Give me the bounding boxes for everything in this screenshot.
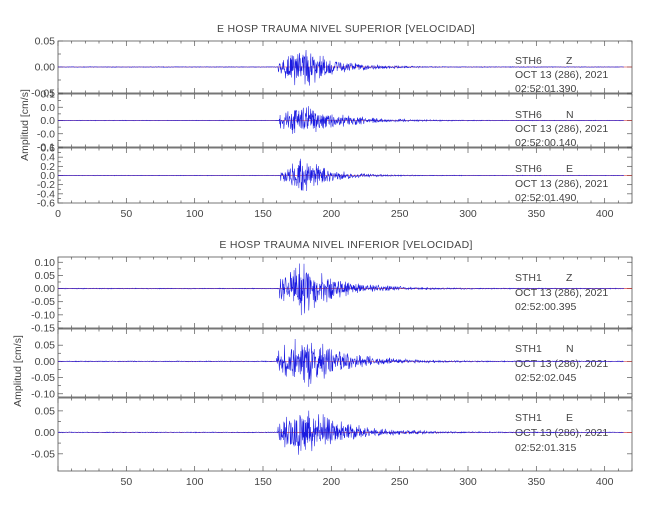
chart-lower: E HOSP TRAUMA NIVEL INFERIOR [VELOCIDAD]…: [12, 239, 633, 472]
seismic-trace: [57, 158, 624, 191]
x-tick-label: 400: [596, 476, 614, 488]
x-tick-label: 400: [596, 208, 614, 220]
panel-station-label: STH1: [515, 343, 542, 355]
y-tick-label: 0.00: [35, 356, 56, 368]
panel-sth6-n: STH6 N OCT 13 (286), 2021 02:52:00.140 -…: [37, 89, 633, 154]
panel-component-label: N: [566, 343, 574, 355]
panel-component-label: Z: [566, 272, 573, 284]
y-tick-label: 0.00: [35, 62, 56, 74]
panel-time-label: 02:52:01.490: [515, 192, 576, 204]
panel-sth1-n: STH1 N OCT 13 (286), 2021 02:52:02.045 -…: [31, 328, 633, 400]
panel-station-label: STH1: [515, 272, 542, 284]
panel-time-label: 02:52:02.045: [515, 372, 576, 384]
x-tick-label: 300: [459, 476, 477, 488]
y-tick-label: 0.6: [40, 143, 55, 155]
panel-date-label: OCT 13 (286), 2021: [515, 427, 608, 439]
panel-station-label: STH1: [515, 412, 542, 424]
seismic-trace: [57, 50, 624, 86]
y-tick-label: -0.2: [37, 179, 55, 191]
chart-upper-ylabel: Amplitud [cm/s]: [19, 89, 31, 161]
seismic-trace: [57, 338, 624, 387]
panel-component-label: E: [566, 412, 573, 424]
chart-lower-title: E HOSP TRAUMA NIVEL INFERIOR [VELOCIDAD]: [219, 239, 472, 251]
y-tick-label: -0.1: [37, 142, 55, 154]
y-tick-label: -0.4: [37, 188, 55, 200]
x-tick-label: 150: [254, 476, 272, 488]
panel-component-label: N: [566, 109, 574, 121]
x-tick-label: 250: [391, 208, 409, 220]
panel-date-label: OCT 13 (286), 2021: [515, 287, 608, 299]
y-tick-label: 0.0: [40, 170, 55, 182]
panel-component-label: Z: [566, 55, 573, 67]
y-tick-label: 0.10: [35, 257, 56, 269]
y-tick-label: 0.0: [40, 102, 55, 114]
panel-date-label: OCT 13 (286), 2021: [515, 69, 608, 81]
y-tick-label: -0.6: [37, 198, 55, 210]
seismic-trace: [57, 263, 625, 316]
panel-station-label: STH6: [515, 109, 542, 121]
x-tick-label: 200: [323, 476, 341, 488]
y-tick-label: -0.05: [31, 372, 55, 384]
y-tick-label: 0.00: [35, 283, 56, 295]
panel-time-label: 02:52:00.395: [515, 301, 576, 313]
x-tick-label: 50: [120, 476, 132, 488]
y-tick-label: -0.0: [37, 128, 55, 140]
panel-time-label: 02:52:01.315: [515, 442, 576, 454]
y-tick-label: -0.05: [31, 88, 55, 100]
chart-lower-ylabel: Amplitud [cm/s]: [12, 335, 24, 407]
y-tick-label: -0.05: [31, 296, 55, 308]
x-tick-label: 350: [528, 476, 546, 488]
chart-upper-title: E HOSP TRAUMA NIVEL SUPERIOR [VELOCIDAD]: [217, 23, 475, 35]
seismic-trace: [57, 106, 624, 134]
panel-date-label: OCT 13 (286), 2021: [515, 123, 608, 135]
y-tick-label: -0.10: [31, 388, 55, 400]
chart-upper: E HOSP TRAUMA NIVEL SUPERIOR [VELOCIDAD]…: [19, 23, 633, 210]
y-tick-label: 0.05: [35, 405, 56, 417]
panel-station-label: STH6: [515, 163, 542, 175]
y-tick-label: -0.15: [31, 323, 55, 335]
panel-station-label: STH6: [515, 55, 542, 67]
x-tick-label: 0: [55, 208, 61, 220]
y-tick-label: 0.4: [40, 152, 55, 164]
y-tick-label: -0.05: [31, 448, 55, 460]
x-tick-label: 150: [254, 208, 272, 220]
y-tick-label: 0.05: [35, 36, 56, 48]
panel-sth6-e: STH6 E OCT 13 (286), 2021 02:52:01.490 -…: [37, 143, 633, 210]
x-tick-label: 300: [459, 208, 477, 220]
y-tick-label: 0.0: [40, 115, 55, 127]
y-tick-label: 0.05: [35, 340, 56, 352]
y-tick-label: 0.1: [40, 89, 55, 101]
y-tick-label: 0.00: [35, 427, 56, 439]
panel-time-label: 02:52:01.390: [515, 83, 576, 95]
panel-date-label: OCT 13 (286), 2021: [515, 178, 608, 190]
x-tick-label: 200: [323, 208, 341, 220]
y-tick-label: 0.05: [35, 270, 56, 282]
panel-date-label: OCT 13 (286), 2021: [515, 358, 608, 370]
panel-component-label: E: [566, 163, 573, 175]
x-tick-label: 100: [186, 208, 204, 220]
seismic-trace: [57, 410, 624, 455]
x-tick-label: 350: [528, 208, 546, 220]
panel-sth1-z: STH1 Z OCT 13 (286), 2021 02:52:00.395 -…: [31, 256, 633, 335]
x-tick-label: 100: [186, 476, 204, 488]
x-tick-label: 250: [391, 476, 409, 488]
y-tick-label: 0.2: [40, 161, 55, 173]
panel-sth1-e: STH1 E OCT 13 (286), 2021 02:52:01.315 -…: [31, 397, 633, 472]
panel-time-label: 02:52:00.140: [515, 137, 576, 149]
panel-sth6-z: STH6 Z OCT 13 (286), 2021 02:52:01.390 -…: [31, 36, 633, 100]
y-tick-label: -0.10: [31, 309, 55, 321]
x-tick-label: 50: [120, 208, 132, 220]
